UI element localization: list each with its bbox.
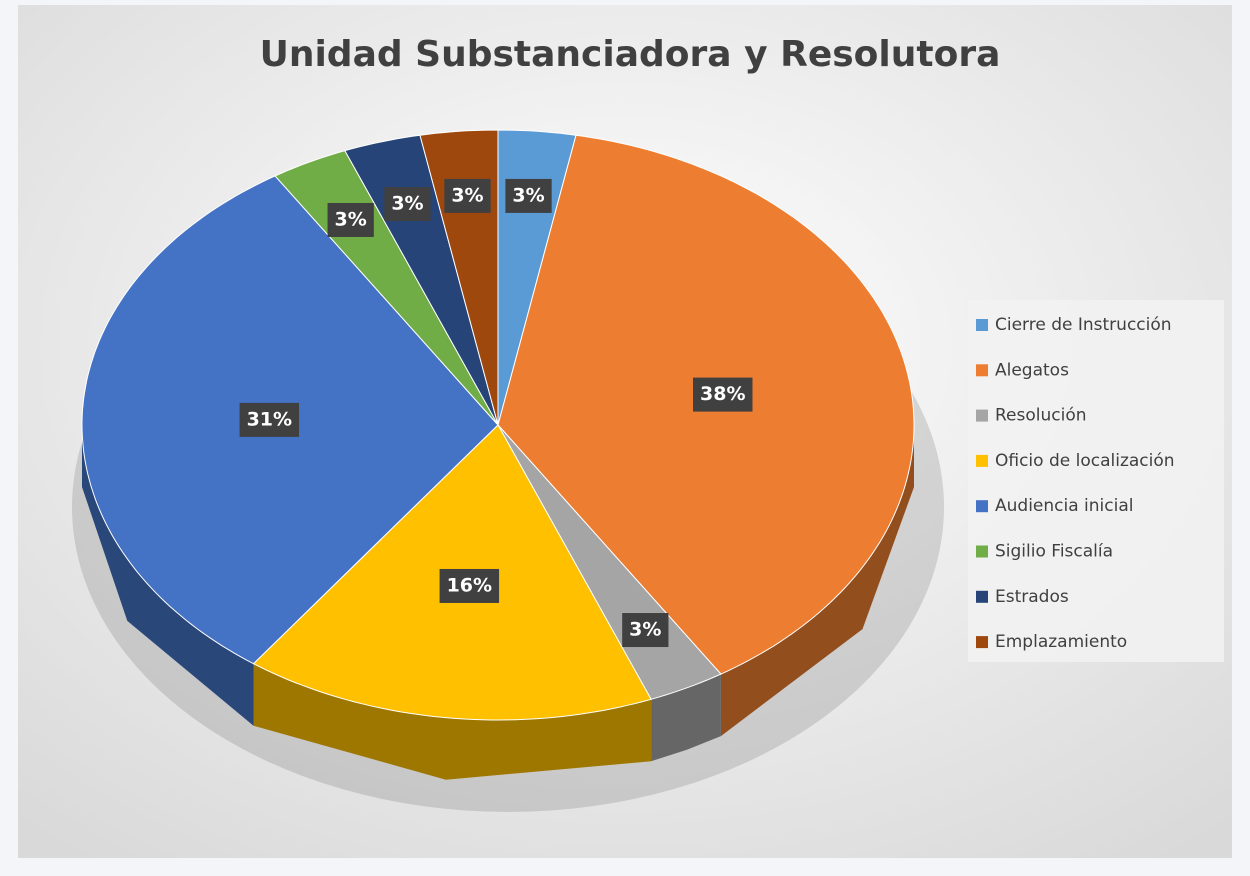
slice-side: [82, 425, 254, 726]
legend-label: Sigilio Fiscalía: [995, 542, 1113, 562]
slice-side: [720, 425, 914, 737]
data-label: 3%: [335, 208, 367, 230]
data-label-box: [444, 178, 491, 213]
chart-title: Unidad Substanciadora y Resolutora: [260, 34, 1001, 75]
legend-swatch: [976, 319, 988, 331]
data-label-box: [439, 568, 500, 603]
legend-swatch: [976, 364, 988, 377]
data-label: 3%: [391, 193, 423, 215]
data-label: 16%: [447, 574, 492, 596]
data-label-box: [384, 187, 431, 222]
data-label: 38%: [700, 383, 745, 405]
data-label-box: [239, 402, 300, 437]
legend-label: Audiencia inicial: [995, 496, 1133, 516]
legend-label: Estrados: [995, 587, 1069, 607]
legend-label: Emplazamiento: [995, 632, 1127, 652]
data-label-box: [622, 613, 669, 648]
data-label-box: [327, 202, 374, 237]
slice: [344, 134, 499, 426]
data-label: 31%: [247, 408, 292, 430]
legend-swatch: [976, 500, 988, 513]
slice-side: [651, 674, 721, 762]
legend-swatch: [976, 590, 988, 603]
legend-box: [968, 300, 1224, 662]
data-label: 3%: [629, 619, 661, 641]
data-label: 3%: [512, 184, 544, 206]
legend-swatch: [976, 409, 988, 422]
legend-swatch: [976, 454, 988, 467]
slice-side: [253, 663, 652, 780]
legend-label: Cierre de Instrucción: [995, 315, 1172, 335]
legend-swatch: [976, 545, 988, 558]
legend-label: Alegatos: [995, 360, 1069, 380]
legend-label: Resolución: [995, 406, 1087, 426]
data-label: 3%: [451, 184, 483, 206]
legend-swatch: [976, 636, 988, 649]
data-label-box: [693, 377, 753, 412]
legend-label: Oficio de localización: [995, 451, 1175, 471]
data-label-box: [505, 178, 552, 213]
